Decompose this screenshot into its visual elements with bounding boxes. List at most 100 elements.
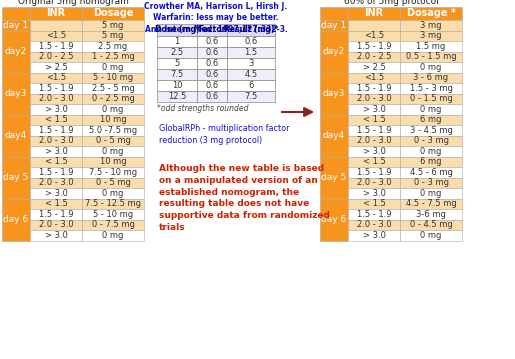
Text: 7.5 - 10 mg: 7.5 - 10 mg xyxy=(89,168,137,177)
Text: Although the new table is based
on a manipulated version of an
established nomog: Although the new table is based on a man… xyxy=(159,164,330,232)
Text: 0 - 5 mg: 0 - 5 mg xyxy=(96,136,130,145)
Bar xyxy=(30,125,82,135)
Bar xyxy=(348,20,400,31)
Text: < 1.5: < 1.5 xyxy=(45,157,67,166)
Bar xyxy=(2,7,30,20)
Text: Crowther MA, Harrison L, Hirsh J.
Warfarin: less may be better.
Ann Intern Med. : Crowther MA, Harrison L, Hirsh J. Warfar… xyxy=(144,2,287,33)
Bar xyxy=(82,31,144,41)
Text: 10 mg: 10 mg xyxy=(100,157,126,166)
Text: 0.6: 0.6 xyxy=(205,37,219,46)
Text: 1.5: 1.5 xyxy=(245,48,258,57)
Bar xyxy=(82,199,144,209)
Text: 2.0 - 3.0: 2.0 - 3.0 xyxy=(357,220,391,229)
Bar xyxy=(348,7,400,20)
Text: 0 - 2.5 mg: 0 - 2.5 mg xyxy=(92,94,134,103)
Bar xyxy=(348,125,400,135)
Text: 2.0 - 2.5: 2.0 - 2.5 xyxy=(39,52,73,61)
Text: Result (mg)*: Result (mg)* xyxy=(224,25,278,34)
Bar xyxy=(320,73,348,115)
Bar xyxy=(400,188,462,199)
Text: 3 - 6 mg: 3 - 6 mg xyxy=(414,73,449,82)
Text: < 1.5: < 1.5 xyxy=(363,115,385,124)
Text: 4.5 - 6 mg: 4.5 - 6 mg xyxy=(409,168,453,177)
Bar xyxy=(400,125,462,135)
Text: 12.5: 12.5 xyxy=(168,92,186,101)
Text: 0.5 - 1.5 mg: 0.5 - 1.5 mg xyxy=(406,52,456,61)
Bar xyxy=(82,62,144,73)
Bar xyxy=(82,7,144,20)
Bar xyxy=(400,104,462,115)
Bar xyxy=(227,91,275,102)
Bar xyxy=(348,219,400,230)
Text: 0 mg: 0 mg xyxy=(420,189,442,198)
Bar xyxy=(400,157,462,167)
Bar xyxy=(30,230,82,241)
Bar xyxy=(400,7,462,20)
Bar xyxy=(82,157,144,167)
Text: <1.5: <1.5 xyxy=(364,73,384,82)
Text: 0 mg: 0 mg xyxy=(102,105,124,114)
Text: 10: 10 xyxy=(171,81,182,90)
Text: day4: day4 xyxy=(323,131,345,140)
Bar xyxy=(227,47,275,58)
Bar xyxy=(320,199,348,241)
Text: > 3.0: > 3.0 xyxy=(45,231,67,240)
Text: 0 - 3 mg: 0 - 3 mg xyxy=(414,178,449,187)
Text: 2.0 - 3.0: 2.0 - 3.0 xyxy=(357,94,391,103)
Text: 7.5: 7.5 xyxy=(245,92,258,101)
Text: 1.5 - 1.9: 1.5 - 1.9 xyxy=(357,42,391,51)
Bar xyxy=(400,62,462,73)
Text: 0 - 3 mg: 0 - 3 mg xyxy=(414,136,449,145)
Bar xyxy=(30,199,82,209)
Bar xyxy=(157,36,197,47)
Bar xyxy=(30,209,82,219)
Bar xyxy=(400,20,462,31)
Bar xyxy=(348,62,400,73)
Text: 1.5 - 1.9: 1.5 - 1.9 xyxy=(357,84,391,93)
Text: < 1.5: < 1.5 xyxy=(45,115,67,124)
Bar xyxy=(197,69,227,80)
Bar xyxy=(348,177,400,188)
Bar xyxy=(400,219,462,230)
Text: Factor: Factor xyxy=(198,25,226,34)
Text: 0.6: 0.6 xyxy=(205,92,219,101)
Text: 1.5 - 1.9: 1.5 - 1.9 xyxy=(39,126,73,135)
Bar xyxy=(30,83,82,93)
Text: < 1.5: < 1.5 xyxy=(363,157,385,166)
Bar xyxy=(82,20,144,31)
Text: 1.5 - 1.9: 1.5 - 1.9 xyxy=(39,210,73,219)
Bar xyxy=(30,177,82,188)
Bar xyxy=(197,58,227,69)
Text: 0 mg: 0 mg xyxy=(420,231,442,240)
Bar xyxy=(157,24,197,36)
Bar xyxy=(227,80,275,91)
Bar xyxy=(82,104,144,115)
Text: 5.0 -7.5 mg: 5.0 -7.5 mg xyxy=(89,126,137,135)
Text: *odd strengths rounded: *odd strengths rounded xyxy=(157,104,249,113)
Bar xyxy=(82,188,144,199)
Text: 0 - 1.5 mg: 0 - 1.5 mg xyxy=(409,94,452,103)
Text: 2.0 - 3.0: 2.0 - 3.0 xyxy=(357,178,391,187)
Text: 0.6: 0.6 xyxy=(205,81,219,90)
Bar xyxy=(348,167,400,177)
Text: 2.5 - 5 mg: 2.5 - 5 mg xyxy=(92,84,134,93)
Bar xyxy=(400,51,462,62)
Bar xyxy=(2,115,30,157)
Bar xyxy=(320,7,348,20)
Text: 4.5: 4.5 xyxy=(245,70,258,79)
Bar xyxy=(157,47,197,58)
Text: day 1: day 1 xyxy=(321,21,347,30)
Text: 0.6: 0.6 xyxy=(205,48,219,57)
Bar xyxy=(82,73,144,83)
Text: <1.5: <1.5 xyxy=(46,73,66,82)
Bar xyxy=(348,135,400,146)
Bar xyxy=(227,69,275,80)
Bar xyxy=(400,167,462,177)
Bar xyxy=(30,51,82,62)
Text: day4: day4 xyxy=(5,131,27,140)
Text: 0 mg: 0 mg xyxy=(102,63,124,72)
Text: 6: 6 xyxy=(248,81,254,90)
Text: day3: day3 xyxy=(5,89,27,98)
Bar xyxy=(2,73,30,115)
Bar xyxy=(30,62,82,73)
